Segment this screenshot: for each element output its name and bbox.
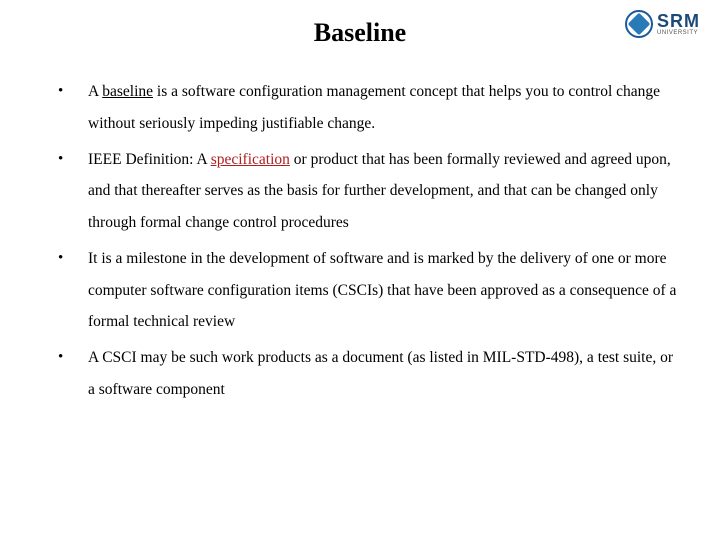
bullet-text-pre: A — [88, 83, 102, 100]
logo-emblem — [625, 10, 653, 38]
bullet-text-post: A CSCI may be such work products as a do… — [88, 349, 673, 398]
bullet-text-post: is a software configuration management c… — [88, 83, 660, 132]
slide: SRM UNIVERSITY Baseline A baseline is a … — [0, 0, 720, 540]
list-item: A baseline is a software configuration m… — [58, 76, 680, 140]
bullet-list: A baseline is a software configuration m… — [40, 76, 680, 406]
logo-emblem-inner — [628, 13, 651, 36]
logo-subtext: UNIVERSITY — [657, 30, 700, 36]
list-item: It is a milestone in the development of … — [58, 243, 680, 338]
bullet-text-post: It is a milestone in the development of … — [88, 250, 676, 331]
list-item: IEEE Definition: A specification or prod… — [58, 144, 680, 239]
srm-logo: SRM UNIVERSITY — [625, 10, 700, 38]
bullet-highlight: baseline — [102, 83, 153, 100]
page-title: Baseline — [40, 18, 680, 48]
list-item: A CSCI may be such work products as a do… — [58, 342, 680, 406]
bullet-highlight: specification — [211, 151, 290, 168]
logo-brand: SRM — [657, 12, 700, 30]
logo-text: SRM UNIVERSITY — [657, 12, 700, 36]
bullet-text-pre: IEEE Definition: A — [88, 151, 211, 168]
